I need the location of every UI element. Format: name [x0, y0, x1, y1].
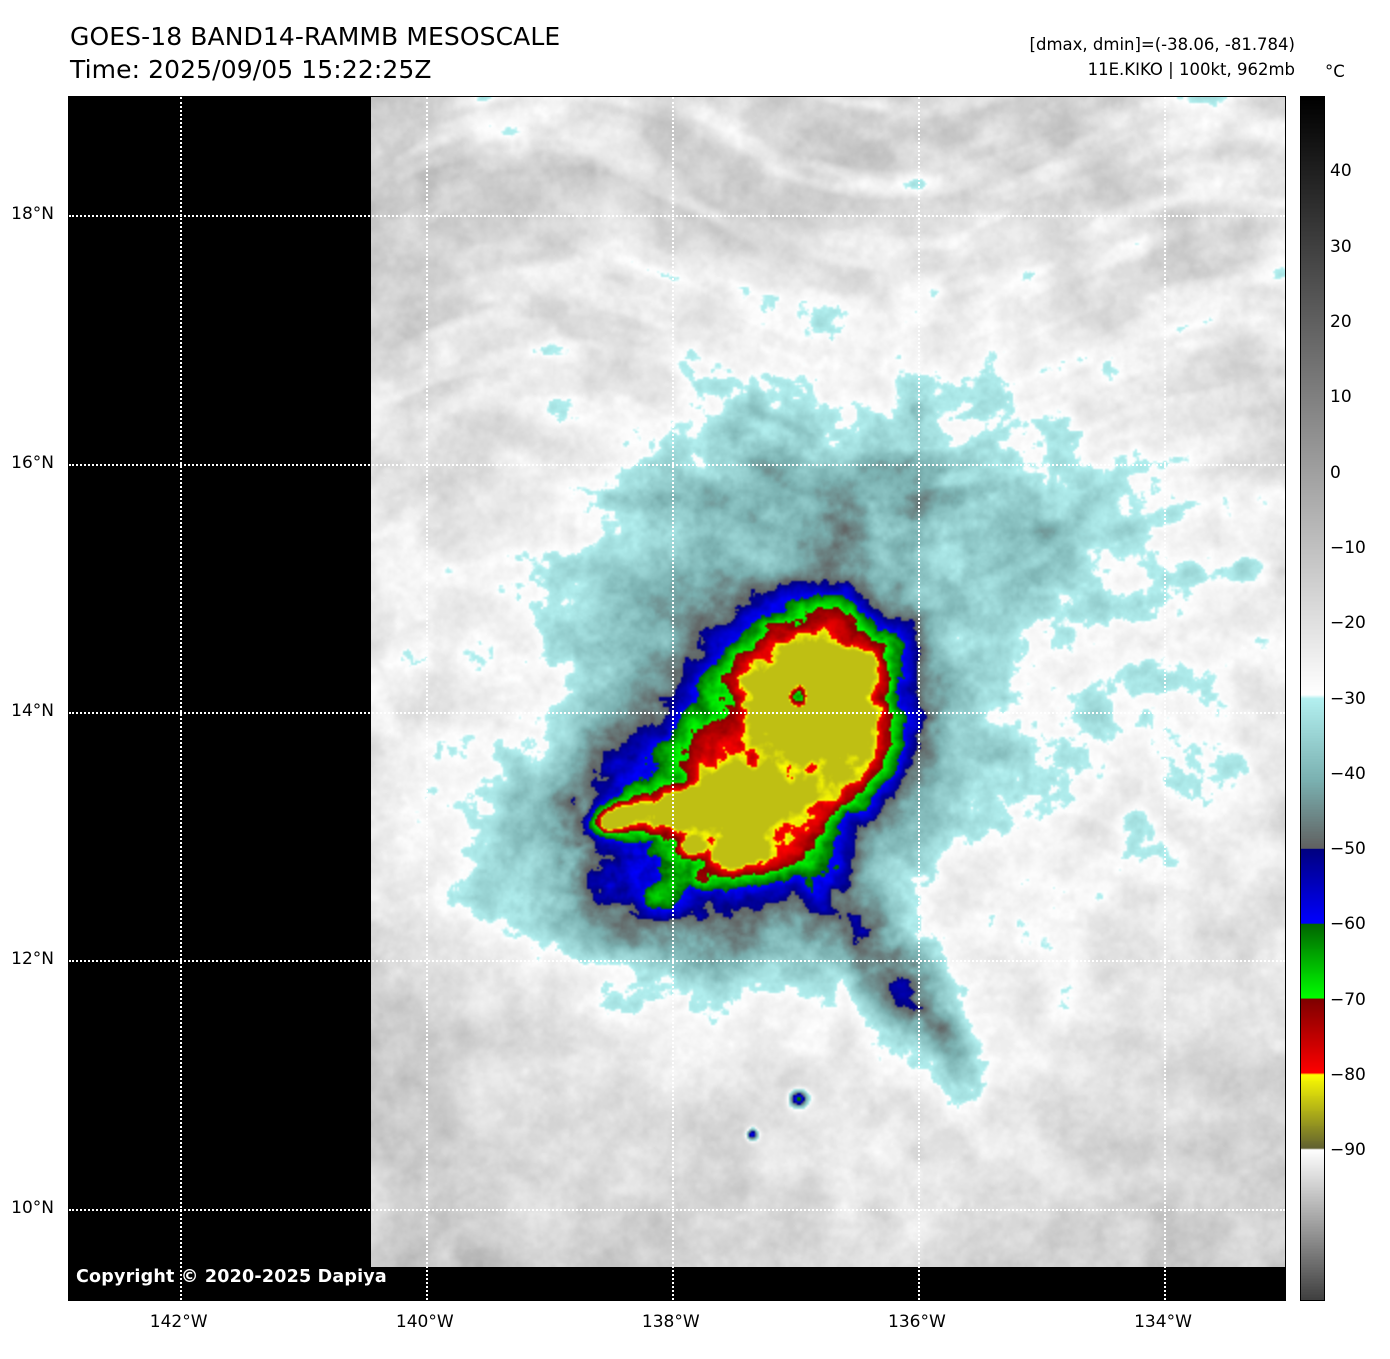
gridline-lon-142°W [179, 97, 182, 1300]
lon-tick-label: 134°W [1134, 1312, 1192, 1332]
copyright-notice: Copyright © 2020-2025 Dapiya [76, 1267, 387, 1287]
longitude-axis: 142°W 140°W 138°W 136°W 134°W [68, 1303, 1286, 1343]
title-line-1: GOES-18 BAND14-RAMMB MESOSCALE [70, 22, 561, 51]
storm-info-label: 11E.KIKO | 100kt, 962mb [1087, 60, 1295, 79]
lon-tick-label: 138°W [641, 1312, 700, 1332]
lon-tick-label: 142°W [149, 1312, 208, 1332]
colorbar-tick: 40 [1330, 161, 1352, 182]
lat-tick-label: 10°N [11, 1197, 54, 1218]
latitude-axis: 18°N 16°N 14°N 12°N 10°N [0, 96, 62, 1301]
title-line-2: Time: 2025/09/05 15:22:25Z [70, 55, 432, 84]
colorbar-tick: 30 [1330, 236, 1352, 257]
lat-tick-label: 16°N [11, 452, 54, 473]
colorbar-tick: −90 [1330, 1140, 1366, 1161]
metadata-block: [dmax, dmin]=(-38.06, -81.784) 11E.KIKO … [875, 32, 1295, 82]
colorbar-tick: 0 [1330, 462, 1341, 483]
satellite-image-plot: Copyright © 2020-2025 Dapiya [68, 96, 1286, 1301]
colorbar-tick: −10 [1330, 537, 1366, 558]
imagery-canvas [371, 97, 1285, 1267]
colorbar-tick: −60 [1330, 914, 1366, 935]
lat-tick-label: 18°N [11, 204, 54, 224]
colorbar-tick: −70 [1330, 989, 1366, 1010]
colorbar-tick: −30 [1330, 688, 1366, 709]
page-title: GOES-18 BAND14-RAMMB MESOSCALE Time: 202… [70, 20, 830, 86]
dmax-dmin-label: [dmax, dmin]=(-38.06, -81.784) [1029, 35, 1295, 54]
colorbar-tick: −20 [1330, 613, 1366, 634]
temperature-colorbar [1300, 96, 1325, 1301]
colorbar-tick: 20 [1330, 311, 1352, 332]
colorbar-unit-label: °C [1325, 62, 1345, 81]
lon-tick-label: 136°W [888, 1312, 946, 1332]
colorbar-tick: −80 [1330, 1065, 1366, 1086]
satellite-imagery [371, 97, 1285, 1267]
colorbar-tick: −50 [1330, 839, 1366, 860]
lat-tick-label: 12°N [11, 949, 54, 970]
colorbar-gradient [1301, 97, 1324, 1300]
colorbar-tick: 10 [1330, 387, 1352, 408]
lon-tick-label: 140°W [395, 1312, 454, 1332]
colorbar-tick: −40 [1330, 763, 1366, 784]
colorbar-tick-labels: 40 30 20 10 0 −10 −20 −30 −40 −50 −60 −70 −80 −90 [1330, 96, 1388, 1301]
lat-tick-label: 14°N [11, 700, 54, 721]
